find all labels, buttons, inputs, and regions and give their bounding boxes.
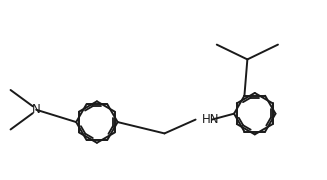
Text: N: N: [32, 103, 41, 116]
Text: HN: HN: [202, 113, 219, 126]
